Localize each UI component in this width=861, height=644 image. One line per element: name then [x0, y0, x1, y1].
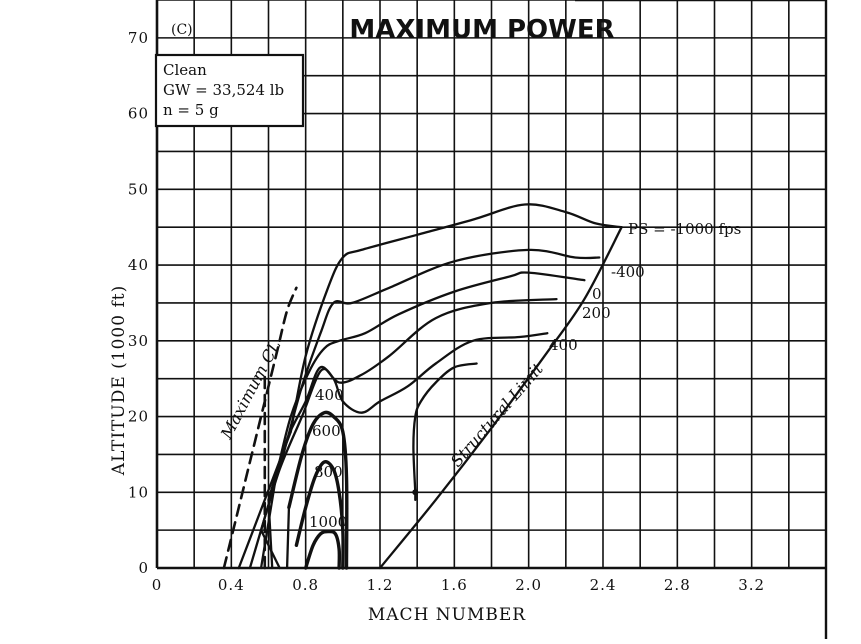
x-tick-label: 3.2: [738, 576, 765, 594]
contour-label-minus400: -400: [611, 263, 645, 281]
chart-title: MAXIMUM POWER: [349, 15, 614, 45]
panel-label: (C): [171, 22, 193, 38]
contour-label-400-left: 400: [315, 386, 344, 404]
curve-structural-limit: [378, 226, 623, 570]
y-tick-label: 50: [128, 180, 149, 198]
max-cl-label: Maximum CL: [216, 337, 284, 443]
condition-load-factor: n = 5 g: [163, 101, 219, 119]
x-axis-title: MACH NUMBER: [368, 605, 526, 625]
condition-config: Clean: [163, 61, 207, 79]
grid-layer: [155, 0, 827, 570]
condition-weight: GW = 33,524 lb: [163, 81, 284, 99]
contour-label-200: 200: [582, 304, 611, 322]
x-tick-label: 1.6: [441, 576, 468, 594]
conditions-box: [154, 53, 305, 128]
contour-label-0: 0: [592, 285, 602, 303]
x-tick-label: 0: [152, 576, 163, 594]
contour-label-600: 600: [312, 422, 341, 440]
y-tick-label: 60: [128, 105, 149, 123]
ps-lower-segment: [259, 475, 278, 570]
contour-label-1000: 1000: [309, 513, 347, 531]
curve-1000: [304, 529, 342, 570]
y-axis-title: ALTITUDE (1000 ft): [109, 285, 129, 476]
ps-lower-segment: [259, 528, 281, 570]
ps-lower-segment: [248, 453, 285, 570]
contour-label-800: 800: [314, 463, 343, 481]
tick-layer: 0 0.4 0.8 1.2 1.6 2.0 2.4 2.8 3.2 0 10 20 30 40 50 60 70: [128, 29, 765, 594]
y-tick-label: 70: [128, 29, 149, 47]
curve-1000: [289, 203, 623, 433]
x-tick-label: 2.4: [590, 576, 617, 594]
x-tick-label: 2.0: [515, 576, 542, 594]
curve-400-inner: [412, 362, 478, 494]
x-tick-label: 1.2: [367, 576, 394, 594]
curve-800: [294, 460, 345, 570]
ps-lower-segment: [285, 506, 291, 570]
y-tick-label: 10: [128, 483, 149, 501]
x-tick-label: 2.8: [664, 576, 691, 594]
y-tick-label: 30: [128, 332, 149, 350]
y-tick-label: 20: [128, 408, 149, 426]
curve-layer: [222, 203, 623, 570]
y-tick-label: 40: [128, 256, 149, 274]
inner-400-node: [412, 489, 419, 496]
y-tick-label: 0: [138, 559, 149, 577]
curve-200: [267, 297, 558, 501]
curve-0: [274, 271, 586, 479]
ps-lower-segment: [237, 430, 292, 570]
x-tick-label: 0.4: [218, 576, 245, 594]
curve-400: [282, 248, 601, 456]
x-tick-label: 0.8: [292, 576, 319, 594]
ps-lower-segment: [267, 498, 274, 570]
contour-label-400-right: 400: [549, 336, 578, 354]
curve-400: [259, 332, 549, 532]
ps-label: PS = -1000 fps: [628, 220, 741, 238]
curve-600: [287, 410, 349, 570]
